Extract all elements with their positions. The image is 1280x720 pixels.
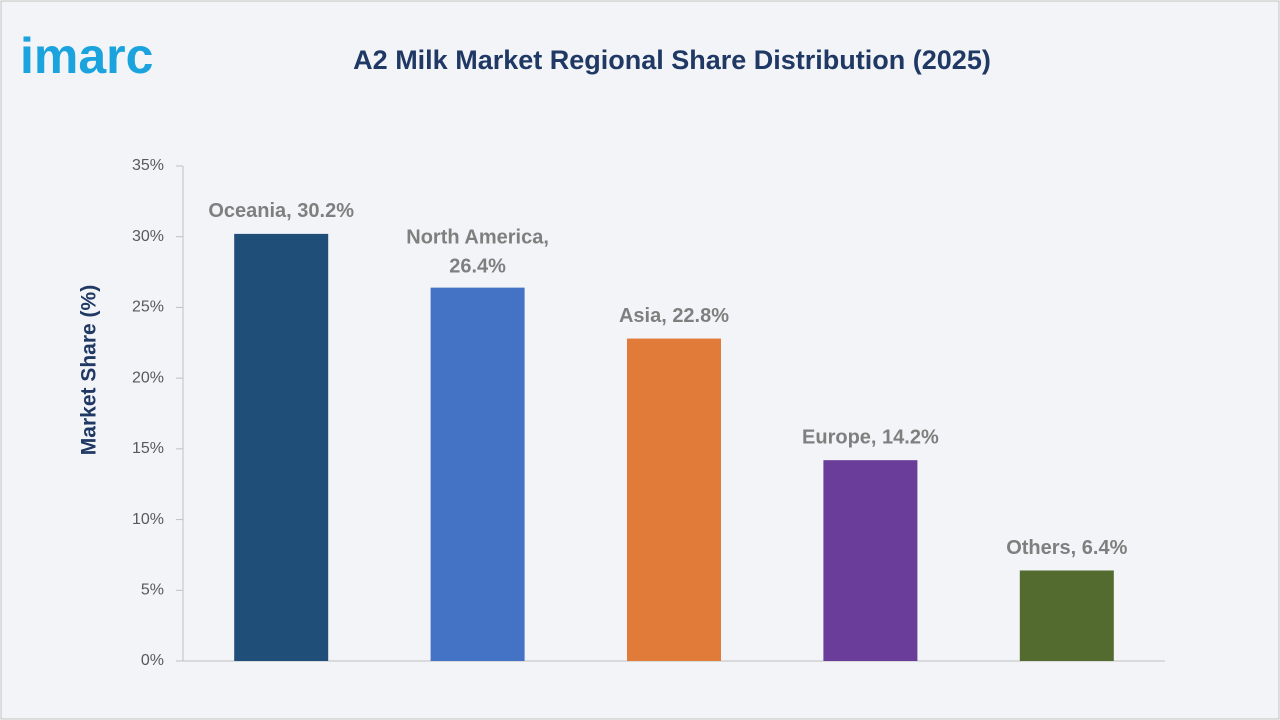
y-tick-label: 30% xyxy=(132,228,164,245)
bar xyxy=(430,287,525,661)
bar xyxy=(823,460,918,661)
bar xyxy=(1019,570,1114,661)
bar xyxy=(627,338,721,661)
data-label: Others, 6.4% xyxy=(1006,537,1127,559)
y-tick-label: 25% xyxy=(132,299,164,316)
y-tick-label: 20% xyxy=(132,369,164,386)
y-tick-label: 10% xyxy=(132,511,164,528)
y-tick-label: 0% xyxy=(141,652,164,669)
y-tick-label: 5% xyxy=(141,582,164,599)
data-label: Europe, 14.2% xyxy=(802,426,939,448)
y-tick-label: 15% xyxy=(132,440,164,457)
y-tick-label: 35% xyxy=(132,157,164,174)
logo: imarc xyxy=(20,28,153,84)
chart-title: A2 Milk Market Regional Share Distributi… xyxy=(353,45,991,75)
y-axis-label: Market Share (%) xyxy=(78,285,101,455)
bar xyxy=(234,233,329,661)
data-label: Asia, 22.8% xyxy=(619,305,729,327)
data-label: North America, 26.4% xyxy=(406,227,549,278)
data-label: Oceania, 30.2% xyxy=(208,200,354,222)
